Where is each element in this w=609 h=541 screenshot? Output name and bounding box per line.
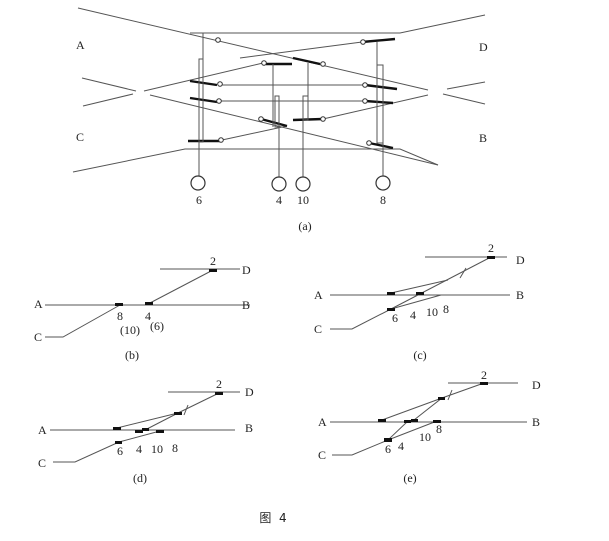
- panel-caption: (a): [298, 219, 311, 233]
- switch-label: 8: [443, 302, 449, 316]
- switch-label: 2: [488, 241, 494, 255]
- end-label-c: C: [76, 130, 84, 144]
- end-label-c: C: [318, 448, 326, 462]
- figure-caption: 图 4: [259, 511, 286, 525]
- end-label-c: C: [38, 456, 46, 470]
- lever-label: 8: [380, 193, 386, 207]
- switch-label: 4: [145, 309, 151, 323]
- switch-label: 10: [419, 430, 431, 444]
- switch-label: 2: [481, 368, 487, 382]
- insulated-joint-mark: [447, 389, 453, 401]
- end-label-b: B: [516, 288, 524, 302]
- lever-4-handle: [271, 176, 287, 192]
- insulated-joint-mark: [183, 404, 189, 416]
- end-label-b: B: [532, 415, 540, 429]
- end-label-d: D: [516, 253, 525, 267]
- end-label-a: A: [318, 415, 327, 429]
- end-label-d: D: [532, 378, 541, 392]
- switch-label: 4: [136, 442, 142, 456]
- switch-label: (10): [120, 323, 140, 337]
- end-label-c: C: [34, 330, 42, 344]
- switch-label: 8: [172, 441, 178, 455]
- switch-label: 10: [151, 442, 163, 456]
- end-label-a: A: [38, 423, 47, 437]
- end-label-c: C: [314, 322, 322, 336]
- panel-caption: (d): [133, 471, 147, 485]
- lever-label: 6: [196, 193, 202, 207]
- panel-caption: (c): [413, 348, 426, 362]
- lever-6-handle: [190, 175, 206, 191]
- end-label-a: A: [76, 38, 85, 52]
- switch-label: 10: [426, 305, 438, 319]
- switch-label: 8: [117, 309, 123, 323]
- tracks: [72, 7, 486, 173]
- panel-caption: (b): [125, 348, 139, 362]
- end-label-d: D: [242, 263, 251, 277]
- lever-10-handle: [295, 176, 311, 192]
- insulated-joint-mark: [459, 267, 467, 279]
- end-label-d: D: [479, 40, 488, 54]
- switch-label: 4: [398, 439, 404, 453]
- switch-label: (6): [150, 319, 164, 333]
- rods: [198, 33, 384, 177]
- switch-label: 6: [385, 442, 391, 456]
- switch-bars: [188, 37, 398, 150]
- end-label-b: B: [479, 131, 487, 145]
- switch-label: 2: [210, 254, 216, 268]
- end-label-d: D: [245, 385, 254, 399]
- end-label-b: B: [245, 421, 253, 435]
- switch-label: 6: [117, 444, 123, 458]
- pivot-knobs: [215, 37, 372, 146]
- panel-e: 2 6 4 10 8 A B C D (e): [318, 368, 541, 485]
- panel-a-interlocking: 6 4 10 8 A D C B (a): [72, 7, 488, 233]
- switch-label: 4: [410, 308, 416, 322]
- lever-label: 4: [276, 193, 282, 207]
- end-label-a: A: [314, 288, 323, 302]
- lever-label: 10: [297, 193, 309, 207]
- lever-8-handle: [375, 175, 391, 191]
- panel-b: 2 8 4 (10) (6) A B C D (b): [34, 254, 251, 362]
- panel-d: 2 6 4 10 8 A B C D (d): [38, 377, 254, 485]
- switch-label: 2: [216, 377, 222, 391]
- end-label-b: B: [242, 298, 250, 312]
- switch-label: 8: [436, 422, 442, 436]
- panel-c: 2 6 4 10 8 A B C D (c): [314, 241, 525, 362]
- switch-label: 6: [392, 311, 398, 325]
- end-label-a: A: [34, 297, 43, 311]
- panel-caption: (e): [403, 471, 416, 485]
